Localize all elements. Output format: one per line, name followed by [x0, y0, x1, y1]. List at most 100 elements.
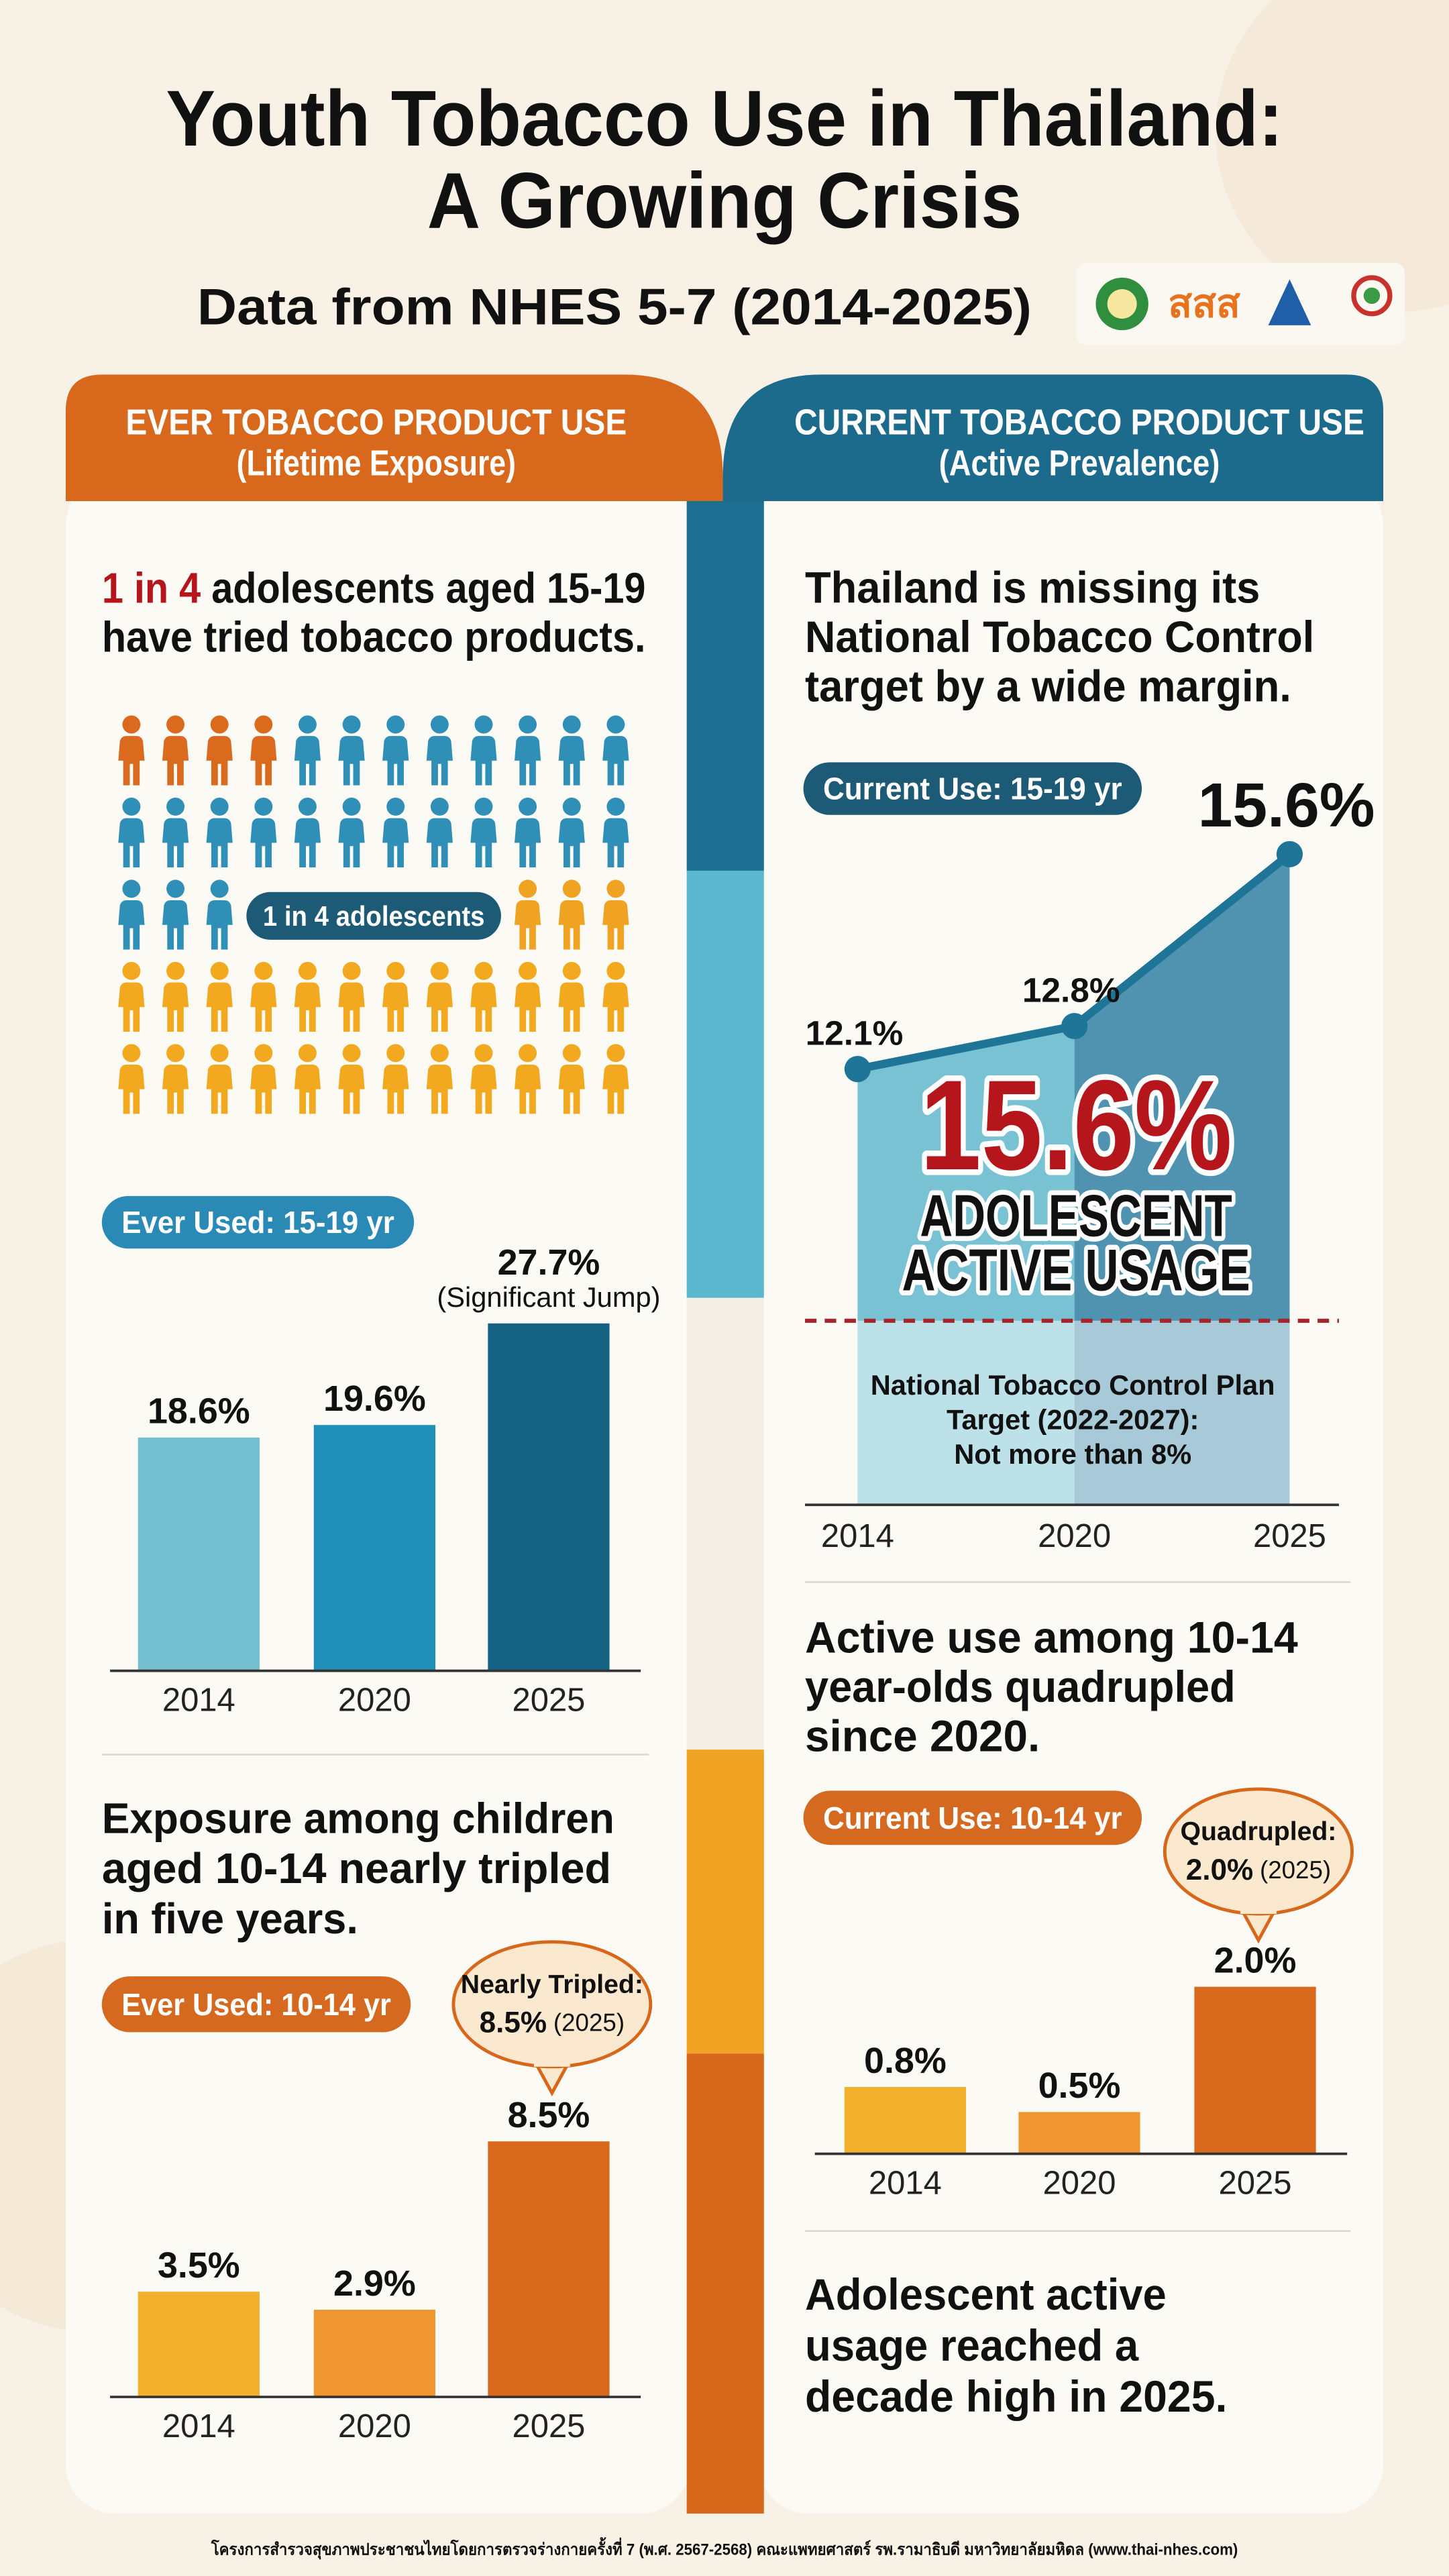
- person-icon: [515, 736, 541, 786]
- person-icon: [382, 818, 409, 868]
- person-icon: [342, 961, 361, 980]
- x-tick-label: 2025: [512, 2408, 585, 2445]
- person-icon: [558, 1064, 585, 1114]
- person-icon: [426, 982, 453, 1032]
- person-icon: [162, 900, 189, 950]
- bar: [138, 2292, 260, 2398]
- person-icon: [206, 982, 233, 1032]
- value-label: 8.5%: [508, 2095, 590, 2135]
- person-icon: [206, 818, 233, 868]
- person-icon: [338, 1064, 365, 1114]
- x-tick-label: 2014: [869, 2165, 942, 2202]
- value-label: 12.1%: [806, 1014, 904, 1053]
- person-icon: [519, 715, 537, 734]
- person-icon: [342, 1044, 361, 1063]
- person-icon: [254, 797, 273, 816]
- person-icon: [294, 818, 321, 868]
- ribbon: [686, 1750, 764, 2054]
- person-icon: [162, 1064, 189, 1114]
- bar: [1194, 1986, 1316, 2154]
- x-tick-label: 2020: [338, 1682, 411, 1719]
- chart-label-pill: [101, 1195, 415, 1249]
- person-icon: [122, 715, 141, 734]
- person-icon: [519, 1044, 537, 1063]
- person-icon: [206, 1064, 233, 1114]
- person-icon: [118, 1064, 145, 1114]
- person-icon: [474, 961, 493, 980]
- x-tick-label: 2014: [821, 1518, 894, 1554]
- person-icon: [294, 982, 321, 1032]
- person-icon: [562, 879, 581, 898]
- person-icon: [162, 982, 189, 1032]
- footer: โครงการสำรวจสุขภาพประชาชนไทยโดยการตรวจร่…: [211, 2536, 1238, 2560]
- bubble-text: Nearly Tripled:: [461, 1970, 643, 1999]
- logo: [1268, 279, 1311, 325]
- target-zone: [857, 1320, 1290, 1505]
- person-icon: [338, 818, 365, 868]
- person-icon: [294, 1064, 321, 1114]
- person-icon: [342, 715, 361, 734]
- logo: [1363, 287, 1381, 305]
- target-label: Not more than 8%: [954, 1438, 1191, 1470]
- right-header: [722, 374, 1384, 501]
- point: [1061, 1012, 1088, 1040]
- x-tick-label: 2020: [1038, 1518, 1111, 1554]
- person-icon: [118, 818, 145, 868]
- target-label: Target (2022-2027):: [947, 1403, 1199, 1435]
- person-icon: [210, 797, 229, 816]
- person-icon: [474, 797, 493, 816]
- left-header: [65, 374, 723, 501]
- person-icon: [118, 736, 145, 786]
- person-icon: [558, 736, 585, 786]
- value-label: 27.7%: [498, 1242, 600, 1283]
- heading: National Tobacco Control: [805, 612, 1314, 662]
- x-tick-label: 2020: [1043, 2165, 1116, 2202]
- x-tick-label: 2025: [1253, 1518, 1326, 1554]
- logo: [1351, 275, 1393, 317]
- value-label: 12.8%: [1022, 971, 1120, 1010]
- x-tick-label: 2025: [1219, 2165, 1292, 2202]
- person-icon: [606, 797, 625, 816]
- person-icon: [250, 736, 277, 786]
- bubble-note: (2025): [1260, 1856, 1331, 1883]
- person-icon: [562, 961, 581, 980]
- bar: [488, 2141, 610, 2398]
- chart-label: Current Use: 15-19 yr: [823, 771, 1122, 806]
- person-icon: [250, 982, 277, 1032]
- x-tick-label: 2014: [162, 1682, 235, 1719]
- bubble-text: 8.5% (2025): [480, 2006, 625, 2039]
- callout-text: ADOLESCENT: [920, 1183, 1232, 1249]
- pictogram-label: 1 in 4 adolescents: [263, 900, 485, 932]
- person-icon: [606, 715, 625, 734]
- person-icon: [558, 982, 585, 1032]
- person-icon: [562, 715, 581, 734]
- title: Youth Tobacco Use in Thailand:: [166, 74, 1283, 162]
- value-label: 18.6%: [148, 1391, 250, 1432]
- person-icon: [562, 797, 581, 816]
- bubble: [1163, 1787, 1354, 1916]
- chart-label-pill: [803, 1790, 1142, 1845]
- person-icon: [254, 1044, 273, 1063]
- person-icon: [515, 900, 541, 950]
- bar: [313, 2310, 435, 2398]
- person-icon: [338, 736, 365, 786]
- logo-text: สสส: [1168, 282, 1240, 326]
- heading-text: adolescents aged 15-19: [201, 564, 645, 612]
- heading: usage reached a: [805, 2321, 1139, 2371]
- person-icon: [166, 961, 185, 980]
- ribbon: [686, 500, 764, 871]
- heading: Thailand is missing its: [805, 564, 1260, 613]
- person-icon: [386, 715, 405, 734]
- bubble-patch: [533, 2053, 570, 2067]
- logo: [1107, 289, 1137, 319]
- logo-strip: [1076, 262, 1405, 345]
- person-icon: [298, 1044, 317, 1063]
- bar: [844, 2087, 966, 2154]
- ribbon: [686, 870, 764, 1298]
- person-icon: [426, 736, 453, 786]
- person-icon: [250, 1064, 277, 1114]
- x-tick-label: 2020: [338, 2408, 411, 2445]
- bar: [138, 1437, 260, 1671]
- value-label: 19.6%: [323, 1379, 426, 1419]
